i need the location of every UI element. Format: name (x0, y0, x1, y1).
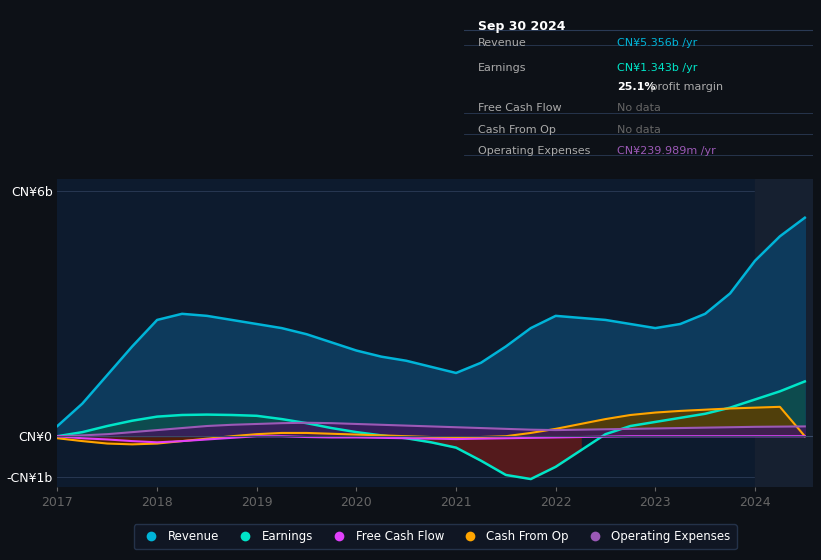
Text: CN¥1.343b /yr: CN¥1.343b /yr (617, 63, 698, 73)
Bar (755, 179, 813, 487)
Text: No data: No data (617, 124, 661, 134)
Text: profit margin: profit margin (647, 82, 723, 92)
Text: CN¥239.989m /yr: CN¥239.989m /yr (617, 146, 716, 156)
Text: Operating Expenses: Operating Expenses (478, 146, 590, 156)
Text: Revenue: Revenue (478, 38, 526, 48)
Legend: Revenue, Earnings, Free Cash Flow, Cash From Op, Operating Expenses: Revenue, Earnings, Free Cash Flow, Cash … (134, 524, 736, 549)
Text: CN¥5.356b /yr: CN¥5.356b /yr (617, 38, 698, 48)
Text: Sep 30 2024: Sep 30 2024 (478, 20, 566, 33)
Text: Cash From Op: Cash From Op (478, 124, 556, 134)
Text: Earnings: Earnings (478, 63, 526, 73)
Text: No data: No data (617, 104, 661, 114)
Text: Free Cash Flow: Free Cash Flow (478, 104, 562, 114)
Text: 25.1%: 25.1% (617, 82, 656, 92)
